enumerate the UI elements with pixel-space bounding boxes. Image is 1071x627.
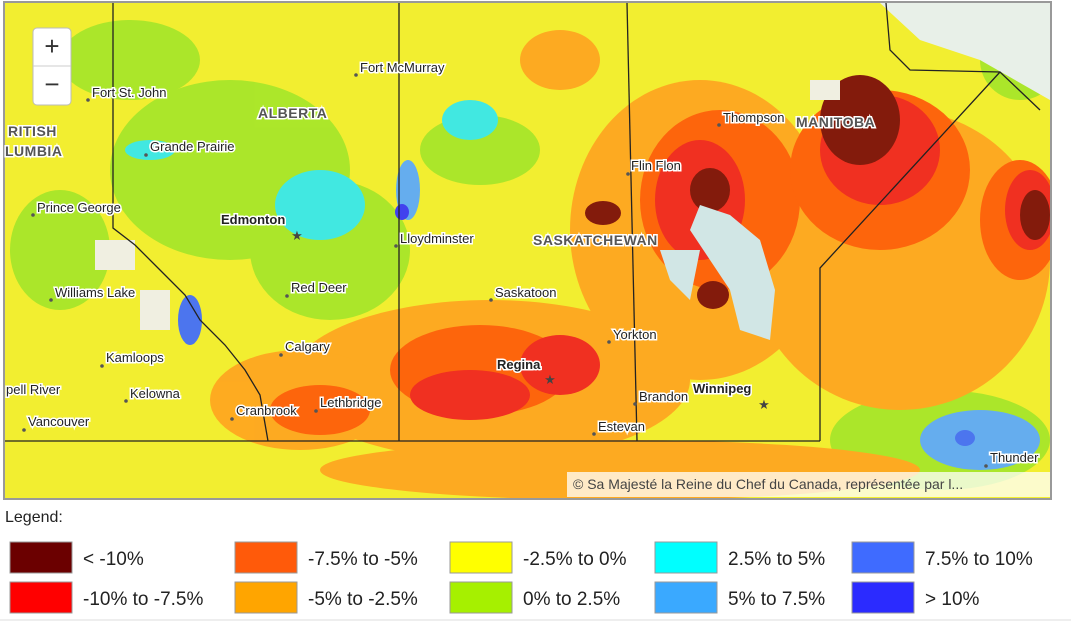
place-marker — [49, 298, 53, 302]
place-marker — [607, 340, 611, 344]
legend-swatch — [9, 541, 73, 574]
capital-marker: ★ — [291, 228, 303, 243]
place-label: Edmonton — [221, 212, 285, 227]
attribution-bg — [567, 472, 1050, 497]
place-label: Fort McMurray — [360, 60, 445, 75]
place-marker — [394, 244, 398, 248]
legend-swatch — [234, 541, 298, 574]
legend-label: > 10% — [925, 589, 980, 610]
legend-swatch — [9, 581, 73, 614]
place-label: Flin Flon — [631, 158, 681, 173]
region-label: SASKATCHEWAN — [533, 232, 658, 248]
legend-label: < -10% — [83, 549, 144, 570]
place-marker — [626, 172, 630, 176]
legend-label: -5% to -2.5% — [308, 589, 418, 610]
place-label: Prince George — [37, 200, 121, 215]
legend-swatch — [234, 581, 298, 614]
legend-swatch — [851, 581, 915, 614]
borders — [5, 3, 1041, 442]
place-label: Regina — [497, 357, 541, 372]
place-label: Kamloops — [106, 350, 164, 365]
place-label: Lloydminster — [400, 231, 474, 246]
place-marker — [984, 464, 988, 468]
capital-marker: ★ — [544, 372, 556, 387]
place-marker — [489, 298, 493, 302]
legend-label: 5% to 7.5% — [728, 589, 825, 610]
zoom-out[interactable]: − — [44, 69, 59, 99]
map-layer — [10, 3, 1050, 498]
region-label: RITISH — [8, 123, 57, 139]
place-marker — [633, 402, 637, 406]
legend-label: -2.5% to 0% — [523, 549, 627, 570]
legend-swatch — [654, 581, 718, 614]
place-label: Saskatoon — [495, 285, 556, 300]
place-label: pell River — [6, 382, 61, 397]
place-marker — [592, 432, 596, 436]
place-marker — [22, 428, 26, 432]
place-label: Kelowna — [130, 386, 181, 401]
region-label: LUMBIA — [5, 143, 62, 159]
place-label: Red Deer — [291, 280, 347, 295]
place-marker — [230, 417, 234, 421]
place-marker — [354, 73, 358, 77]
place-label: Fort St. John — [92, 85, 166, 100]
legend-label: -10% to -7.5% — [83, 589, 203, 610]
place-marker — [144, 153, 148, 157]
place-label: Thompson — [723, 110, 784, 125]
legend-label: 2.5% to 5% — [728, 549, 825, 570]
place-marker — [31, 213, 35, 217]
region-label: MANITOBA — [796, 114, 875, 130]
place-marker — [86, 98, 90, 102]
zoom-in[interactable]: + — [44, 31, 59, 61]
place-label: Lethbridge — [320, 395, 381, 410]
place-label: Thunder — [990, 450, 1039, 465]
place-label: Winnipeg — [693, 381, 751, 396]
place-label: Vancouver — [28, 414, 90, 429]
attribution[interactable]: © Sa Majesté la Reine du Chef du Canada,… — [573, 476, 963, 492]
place-marker — [285, 294, 289, 298]
place-label: Grande Prairie — [150, 139, 235, 154]
place-label: Estevan — [598, 419, 645, 434]
legend-swatch — [449, 541, 513, 574]
place-marker — [314, 409, 318, 413]
legend-label: 7.5% to 10% — [925, 549, 1033, 570]
place-marker — [124, 399, 128, 403]
region-label: ALBERTA — [258, 105, 327, 121]
place-marker — [100, 364, 104, 368]
legend-swatch — [449, 581, 513, 614]
place-label: Calgary — [285, 339, 330, 354]
place-label: Yorkton — [613, 327, 657, 342]
place-label: Williams Lake — [55, 285, 135, 300]
place-label: Cranbrook — [236, 403, 297, 418]
legend-swatch — [851, 541, 915, 574]
capital-marker: ★ — [758, 397, 770, 412]
legend-swatch — [654, 541, 718, 574]
legend-title: Legend: — [5, 509, 63, 526]
place-marker — [279, 353, 283, 357]
legend-label: -7.5% to -5% — [308, 549, 418, 570]
place-marker — [717, 123, 721, 127]
legend-label: 0% to 2.5% — [523, 589, 620, 610]
place-label: Brandon — [639, 389, 688, 404]
